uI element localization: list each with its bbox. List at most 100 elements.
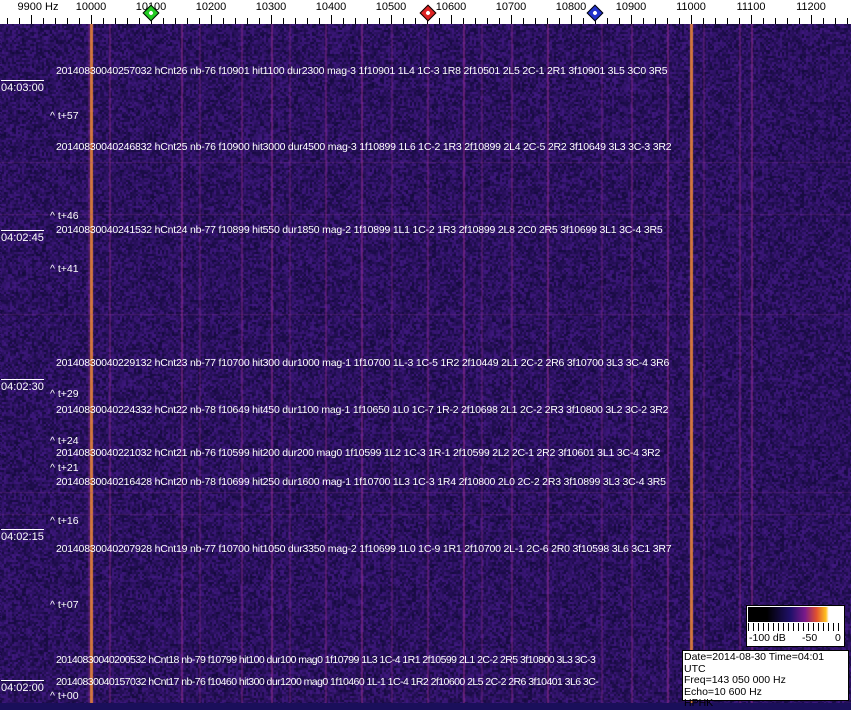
time-label: 04:03:00 [1, 80, 44, 94]
axis-tick [163, 18, 164, 24]
time-label: 04:02:30 [1, 379, 44, 393]
axis-tick [319, 18, 320, 24]
color-bar [748, 607, 843, 622]
axis-tick [295, 18, 296, 24]
detection-line: 20140830040224332 hCnt22 nb-78 f10649 hi… [56, 404, 669, 416]
axis-tick [7, 18, 8, 24]
axis-tick [727, 18, 728, 24]
axis-tick [571, 15, 572, 24]
axis-tick [271, 15, 272, 24]
axis-tick [559, 18, 560, 24]
axis-tick [79, 18, 80, 24]
info-station: HPHK [684, 697, 714, 709]
axis-tick-label: 10700 [495, 1, 527, 13]
axis-tick-label: 10400 [315, 1, 347, 13]
info-box: Date=2014-08-30 Time=04:01 UTC Freq=143 … [682, 650, 849, 709]
axis-tick [343, 18, 344, 24]
detection-line: 20140830040200532 hCnt18 nb-79 f10799 hi… [56, 654, 596, 666]
t-mark: ^ t+29 [50, 388, 79, 400]
axis-tick [211, 15, 212, 24]
axis-tick [763, 18, 764, 24]
axis-tick-label: 10500 [375, 1, 407, 13]
axis-tick [379, 18, 380, 24]
spectrogram-waterfall[interactable] [0, 24, 851, 703]
time-label: 04:02:15 [1, 529, 44, 543]
axis-tick [19, 18, 20, 24]
axis-tick [463, 18, 464, 24]
axis-tick [487, 18, 488, 24]
t-mark: ^ t+00 [50, 690, 79, 702]
axis-tick [691, 15, 692, 24]
axis-tick-label: 10300 [255, 1, 287, 13]
axis-tick [199, 18, 200, 24]
info-echo: Echo=10 600 Hz [684, 685, 762, 698]
detection-line: 20140830040257032 hCnt26 nb-76 f10901 hi… [56, 65, 668, 77]
axis-tick [475, 18, 476, 24]
t-mark: ^ t+16 [50, 515, 79, 527]
detection-line: 20140830040221032 hCnt21 nb-76 f10599 hi… [56, 447, 661, 459]
red-frequency-marker[interactable] [419, 4, 437, 22]
axis-tick [547, 18, 548, 24]
axis-tick-label: 10200 [195, 1, 227, 13]
detection-line: 20140830040207928 hCnt19 nb-77 f10700 hi… [56, 543, 672, 555]
axis-tick [595, 18, 596, 24]
axis-tick [451, 15, 452, 24]
t-mark: ^ t+24 [50, 435, 79, 447]
axis-tick [127, 18, 128, 24]
axis-tick [823, 18, 824, 24]
axis-tick [679, 18, 680, 24]
axis-tick [259, 18, 260, 24]
axis-tick [187, 18, 188, 24]
axis-tick [739, 18, 740, 24]
axis-tick-label: 10800 [555, 1, 587, 13]
legend-label-max: 0 [835, 632, 841, 644]
axis-tick [715, 18, 716, 24]
axis-unit-label: 9900 Hz [17, 1, 59, 13]
axis-tick-label: 10600 [435, 1, 467, 13]
axis-tick-label: 11000 [676, 1, 706, 13]
axis-tick [103, 18, 104, 24]
axis-tick [511, 15, 512, 24]
t-mark: ^ t+07 [50, 599, 79, 611]
t-mark: ^ t+46 [50, 210, 79, 222]
legend-label-min: -100 dB [749, 632, 786, 644]
axis-tick [799, 18, 800, 24]
t-mark: ^ t+41 [50, 263, 79, 275]
axis-tick [31, 15, 32, 24]
axis-tick [115, 18, 116, 24]
blue-frequency-marker[interactable] [586, 4, 604, 22]
axis-tick [235, 18, 236, 24]
detection-line: 20140830040229132 hCnt23 nb-77 f10700 hi… [56, 357, 670, 369]
axis-tick [535, 18, 536, 24]
axis-tick [403, 18, 404, 24]
detection-line: 20140830040241532 hCnt24 nb-77 f10899 hi… [56, 224, 663, 236]
axis-tick [787, 18, 788, 24]
axis-tick [307, 18, 308, 24]
axis-tick [223, 18, 224, 24]
color-scale-legend: -100 dB -50 0 [746, 605, 845, 647]
axis-tick [247, 18, 248, 24]
axis-tick [811, 15, 812, 24]
t-mark: ^ t+21 [50, 462, 79, 474]
axis-tick [439, 18, 440, 24]
axis-tick [139, 18, 140, 24]
axis-tick [55, 18, 56, 24]
axis-tick [583, 18, 584, 24]
axis-tick [283, 18, 284, 24]
detection-line: 20140830040157032 hCnt17 nb-76 f10460 hi… [56, 676, 599, 688]
axis-tick [631, 15, 632, 24]
axis-tick [703, 18, 704, 24]
axis-tick [415, 18, 416, 24]
axis-tick [655, 18, 656, 24]
axis-tick [91, 15, 92, 24]
axis-tick [391, 15, 392, 24]
info-frequency: Freq=143 050 000 Hz [684, 674, 786, 686]
axis-tick [607, 18, 608, 24]
axis-tick [775, 18, 776, 24]
axis-tick [499, 18, 500, 24]
axis-tick [367, 18, 368, 24]
axis-tick [67, 18, 68, 24]
axis-tick [847, 18, 848, 24]
color-bar-ticks [748, 623, 843, 631]
axis-tick [619, 18, 620, 24]
